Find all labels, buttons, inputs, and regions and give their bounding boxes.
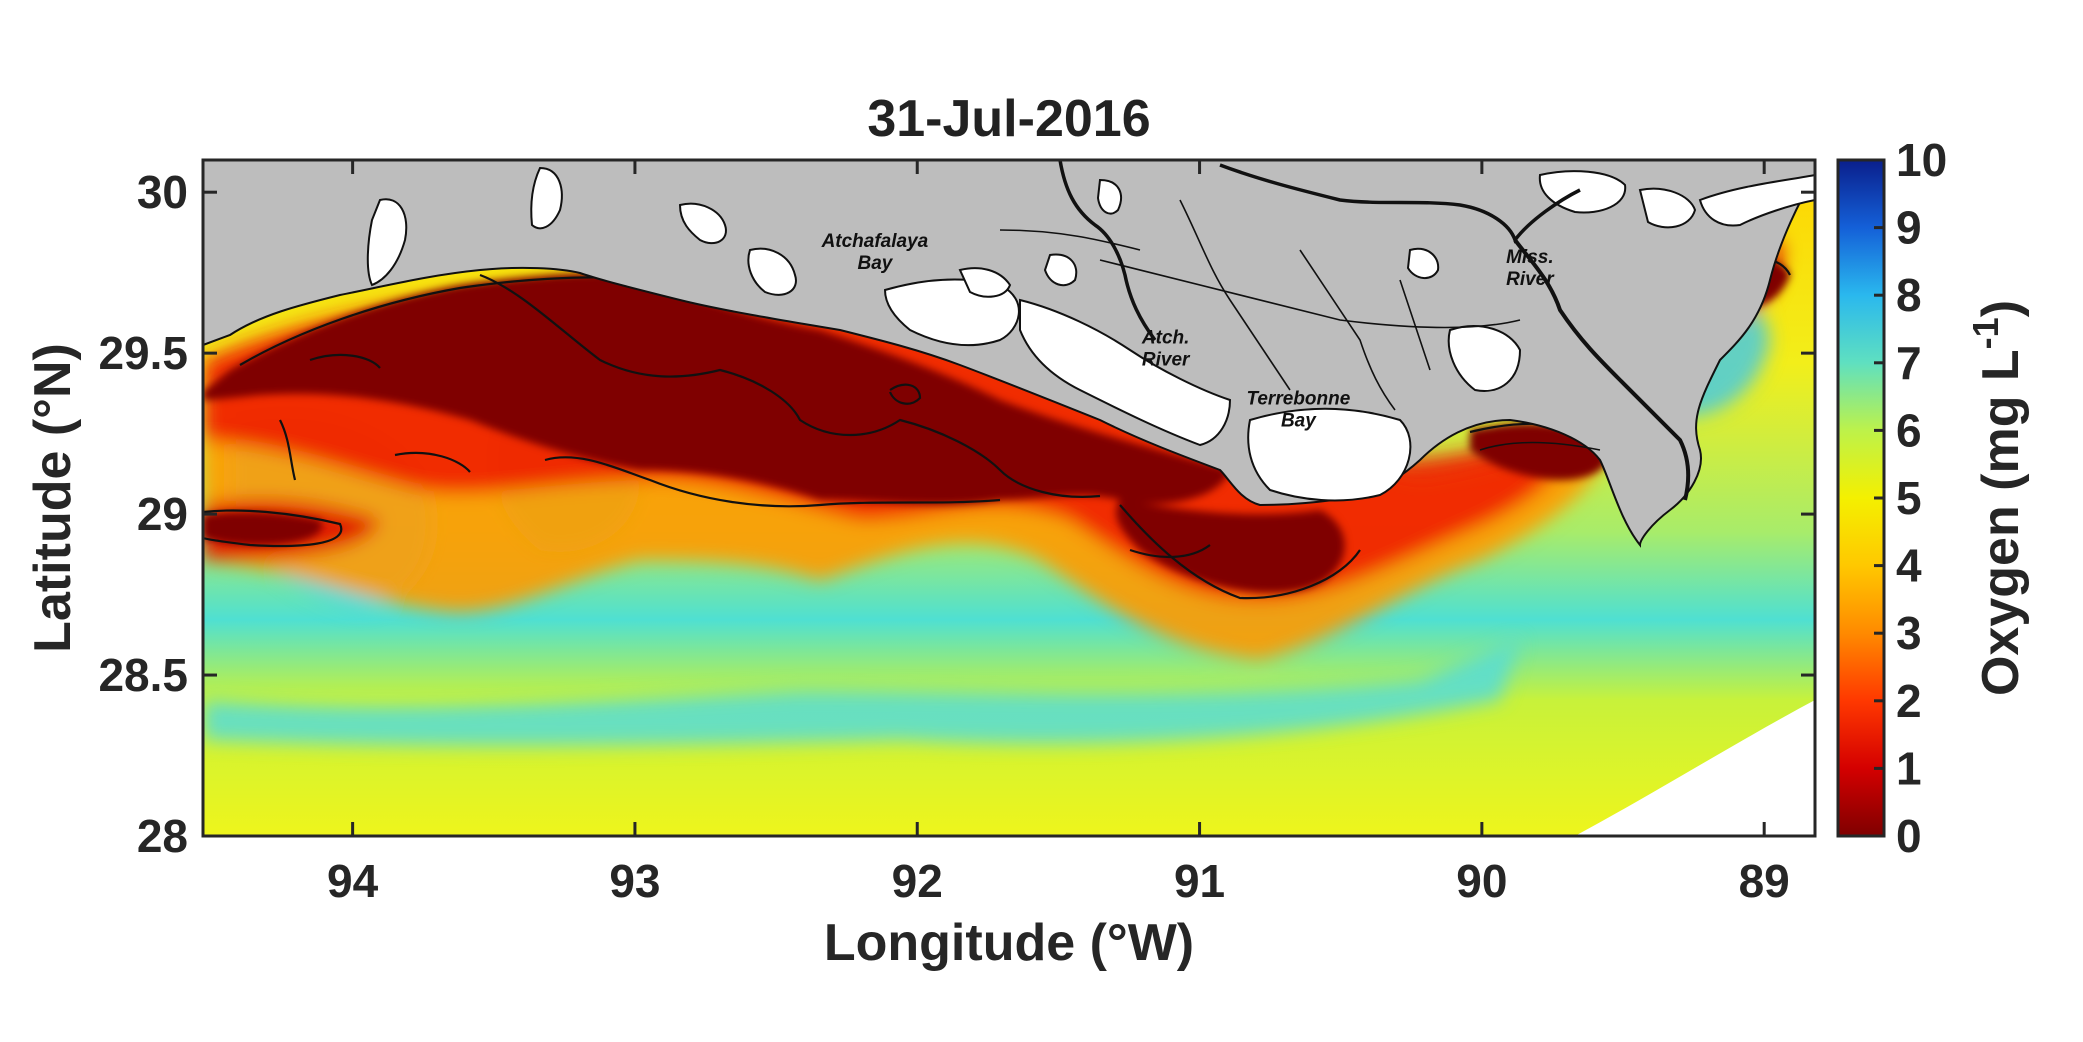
atch-river-coastline [1019, 298, 1232, 447]
hypoxic-core-west [203, 512, 322, 545]
colorbar-tick-label: 5 [1896, 472, 1922, 524]
hypoxic-core-east [1116, 500, 1345, 593]
hypoxic-core [203, 258, 1790, 593]
place-label-line: Miss. [1506, 247, 1554, 268]
mississippi-river [1513, 238, 1691, 501]
y-axis-ticks: 30 29.5 29 28.5 28 [98, 166, 1815, 862]
x-tick-label: 89 [1739, 855, 1790, 907]
parish-line-2 [999, 229, 1141, 251]
place-label-line: River [1506, 269, 1555, 290]
place-label-terrebonne-bay: Terrebonne Bay [1246, 389, 1350, 432]
place-label-atchafalaya-bay: Atchafalaya Bay [821, 231, 929, 274]
place-label-line: Atchafalaya [821, 231, 929, 252]
barataria-bay [1447, 325, 1522, 392]
x-tick-label: 93 [609, 855, 660, 907]
place-label-atch-river: Atch. River [1141, 327, 1191, 370]
atchafalaya-basin [958, 267, 1012, 298]
colorbar-tick-label: 10 [1896, 134, 1947, 186]
atchafalaya-river [1058, 160, 1157, 342]
hypoxic-core-main [203, 272, 1230, 505]
colorbar-tick-label: 4 [1896, 540, 1922, 592]
y-tick-label: 30 [137, 166, 188, 218]
colorbar-tick-label: 9 [1896, 202, 1922, 254]
lake-verret [1096, 178, 1122, 215]
hypoxia-contours [203, 257, 1791, 600]
place-label-line: Terrebonne [1246, 389, 1350, 410]
colorbar-tick-label: 0 [1896, 810, 1922, 862]
terrebonne-bay-water [1247, 407, 1412, 502]
x-tick-label: 91 [1174, 855, 1225, 907]
lake-calcasieu [530, 166, 563, 230]
parish-line-1 [1099, 259, 1521, 329]
lake-borgne [1638, 187, 1697, 229]
y-tick-label: 28 [137, 810, 188, 862]
plot-frame [201, 158, 1817, 838]
colorbar-tick-label: 3 [1896, 607, 1922, 659]
x-tick-label: 94 [327, 855, 379, 907]
gulf-outer-line [1479, 441, 1601, 451]
colorbar-tick-label: 1 [1896, 742, 1922, 794]
x-axis-label: Longitude (°W) [824, 914, 1194, 972]
lake-salvador [1406, 247, 1440, 279]
colorbar-label: Oxygen (mg L-1) [1965, 300, 2030, 696]
colorbar-tick-label: 8 [1896, 269, 1922, 321]
x-tick-label: 90 [1456, 855, 1507, 907]
place-label-line: River [1142, 349, 1191, 370]
cyan-offshore-band [203, 640, 1520, 746]
y-tick-label: 29.5 [98, 327, 188, 379]
white-lake [678, 202, 727, 245]
bayou-2 [1299, 249, 1396, 411]
y-axis-label: Latitude (°N) [24, 343, 82, 653]
colorbar-tick-label: 7 [1896, 337, 1922, 389]
x-tick-label: 92 [892, 855, 943, 907]
colorbar-label-main: Oxygen (mg L [1972, 349, 2030, 696]
y-tick-label: 28.5 [98, 649, 188, 701]
upper-mississippi [1219, 163, 1581, 244]
y-tick-label: 29 [137, 488, 188, 540]
ne-sound [1698, 173, 1815, 227]
place-label-line: Bay [1281, 411, 1317, 432]
colorbar-tick-label: 6 [1896, 404, 1922, 456]
colorbar-label-close: ) [1972, 300, 2030, 317]
lake-west [366, 198, 408, 287]
rivers-and-boundaries [999, 160, 1691, 501]
place-label-line: Atch. [1141, 327, 1190, 348]
grand-lake [747, 247, 797, 296]
wax-lake [1043, 253, 1078, 287]
bayou-1 [1179, 199, 1291, 391]
inland-waters [366, 166, 1815, 502]
place-label-miss-river: Miss. River [1506, 247, 1555, 290]
map-title: 31-Jul-2016 [867, 90, 1150, 148]
colorbar-tick-label: 2 [1896, 675, 1922, 727]
offshore-no-data-wedge [1575, 700, 1815, 836]
bayou-3 [1399, 279, 1431, 371]
colorbar-label-superscript: -1 [1965, 317, 2006, 349]
place-label-line: Bay [857, 253, 893, 274]
x-axis-ticks: 94 93 92 91 90 89 [327, 160, 1790, 907]
